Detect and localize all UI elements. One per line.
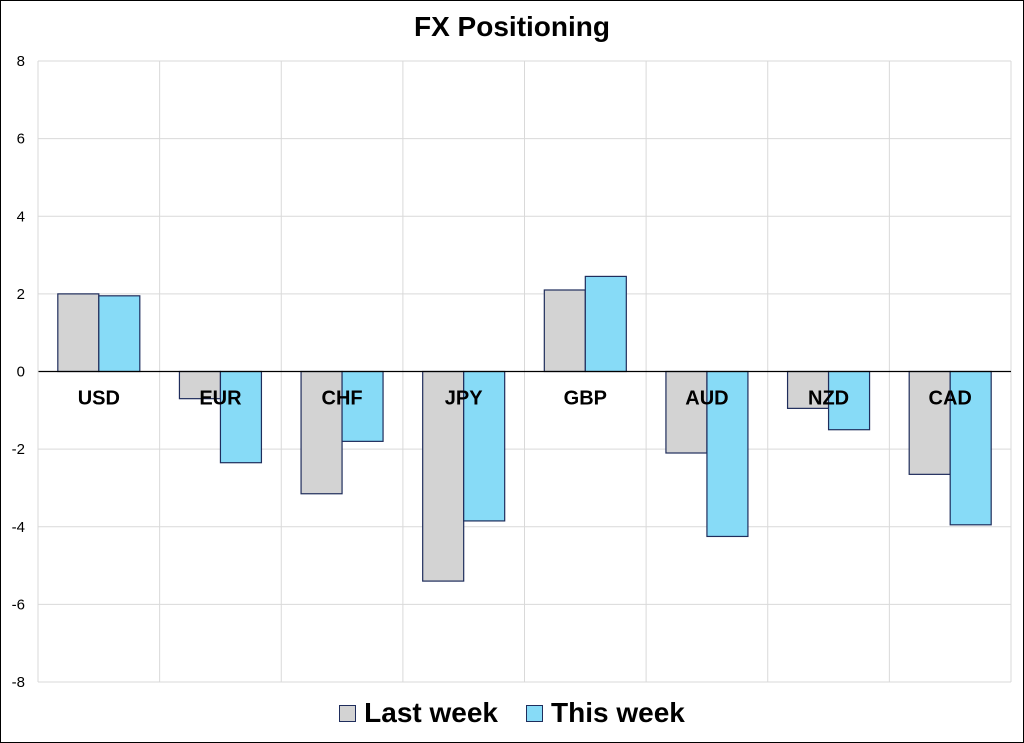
bar-this-week-aud bbox=[706, 370, 749, 538]
legend-label-last-week: Last week bbox=[364, 697, 498, 728]
y-tick-label: 0 bbox=[17, 364, 25, 381]
bar-this-week-cad bbox=[949, 370, 992, 526]
y-tick-label: 6 bbox=[17, 131, 25, 148]
bar-this-week-eur bbox=[219, 370, 263, 464]
chart-title: FX Positioning bbox=[414, 11, 610, 42]
bar-this-week-chf bbox=[341, 370, 384, 442]
y-tick-label: 4 bbox=[17, 208, 25, 225]
legend-swatch-last-week bbox=[339, 704, 357, 722]
category-label-cad: CAD bbox=[929, 388, 972, 410]
legend-label-this-week: This week bbox=[551, 697, 685, 728]
category-label-chf: CHF bbox=[322, 388, 363, 410]
y-tick-label: -8 bbox=[12, 674, 25, 691]
legend-item-this-week: This week bbox=[526, 697, 685, 729]
y-tick-label: -2 bbox=[12, 441, 25, 458]
y-tick-label: -4 bbox=[12, 519, 25, 536]
bar-this-week-jpy bbox=[463, 370, 506, 522]
bar-this-week-nzd bbox=[827, 370, 871, 431]
category-label-jpy: JPY bbox=[445, 388, 483, 410]
bar-this-week-usd bbox=[98, 295, 141, 373]
bar-last-week-cad bbox=[908, 370, 951, 475]
legend-item-last-week: Last week bbox=[339, 697, 498, 729]
bar-this-week-gbp bbox=[584, 275, 627, 373]
legend: Last week This week bbox=[1, 697, 1023, 729]
category-label-usd: USD bbox=[78, 388, 120, 410]
y-tick-label: 2 bbox=[17, 286, 25, 303]
y-tick-label: 8 bbox=[17, 53, 25, 70]
category-label-gbp: GBP bbox=[564, 388, 607, 410]
bar-last-week-aud bbox=[665, 370, 708, 454]
legend-swatch-this-week bbox=[526, 704, 543, 722]
category-label-eur: EUR bbox=[199, 388, 242, 410]
bar-last-week-gbp bbox=[543, 289, 586, 373]
bar-last-week-usd bbox=[57, 293, 100, 373]
category-label-nzd: NZD bbox=[808, 388, 849, 410]
category-label-aud: AUD bbox=[685, 388, 728, 410]
y-tick-label: -6 bbox=[12, 596, 25, 613]
